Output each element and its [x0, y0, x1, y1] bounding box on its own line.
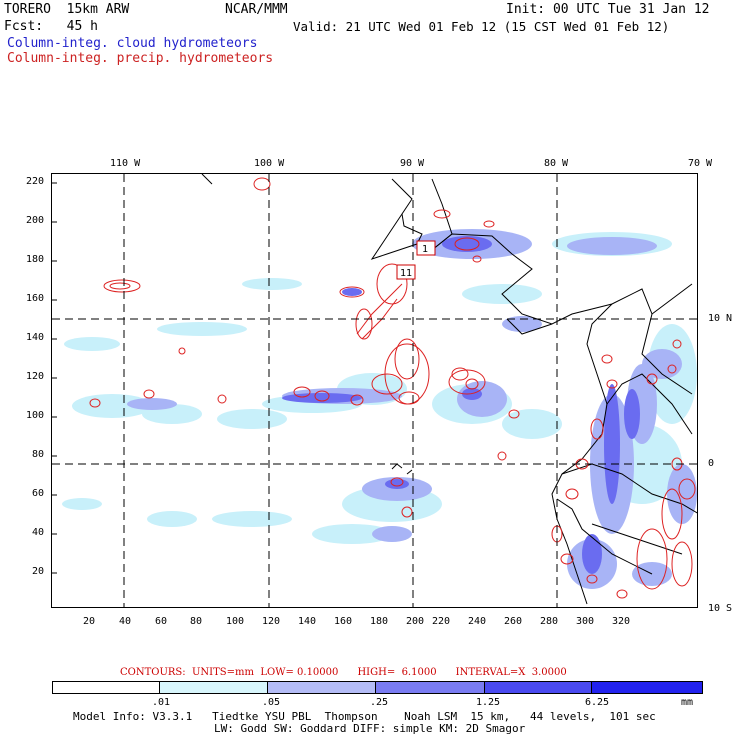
graticule — [52, 174, 697, 607]
y-tick: 160 — [26, 293, 45, 304]
org-label: NCAR/MMM — [225, 2, 288, 17]
legend-unit: mm — [681, 697, 694, 708]
x-tick: 280 — [540, 616, 559, 627]
forecast-hour: Fcst: 45 h — [4, 19, 98, 34]
x-tick: 140 — [298, 616, 317, 627]
frame-ticks — [52, 182, 57, 574]
station-box-11: 11 — [396, 264, 416, 280]
y-tick: 120 — [26, 371, 45, 382]
y-tick: 140 — [26, 332, 45, 343]
legend-swatch — [53, 682, 160, 693]
x-tick: 200 — [406, 616, 425, 627]
lon-label-110w: 110 W — [110, 158, 141, 169]
legend-label: 1.25 — [476, 697, 501, 708]
y-tick: 80 — [32, 449, 45, 460]
x-tick: 80 — [190, 616, 203, 627]
station-box-1: 1 — [416, 240, 436, 256]
valid-time: Valid: 21 UTC Wed 01 Feb 12 (15 CST Wed … — [293, 19, 670, 34]
lon-label-100w: 100 W — [254, 158, 285, 169]
contours-info: CONTOURS: UNITS=mm LOW= 0.10000 HIGH= 6.… — [120, 667, 567, 678]
lat-label-0: 0 — [708, 458, 715, 469]
x-tick: 320 — [612, 616, 631, 627]
x-tick: 160 — [334, 616, 353, 627]
x-tick: 40 — [119, 616, 132, 627]
legend-label: .01 — [152, 697, 171, 708]
color-legend — [52, 681, 703, 694]
precip-hydrometeor-label: Column-integ. precip. hydrometeors — [7, 51, 274, 66]
y-tick: 40 — [32, 527, 45, 538]
precip-contours — [89, 177, 696, 599]
cloud-mid-areas — [127, 229, 697, 589]
y-tick: 220 — [26, 176, 45, 187]
legend-label: .05 — [262, 697, 281, 708]
station-label: 11 — [400, 268, 412, 279]
x-tick: 20 — [83, 616, 96, 627]
lat-label-10s: 10 S — [708, 603, 733, 614]
x-tick: 120 — [262, 616, 281, 627]
lon-label-70w: 70 W — [688, 158, 713, 169]
legend-label: .25 — [370, 697, 389, 708]
forecast-map: 1 11 — [51, 173, 698, 608]
station-label: 1 — [422, 244, 428, 255]
lat-label-10n: 10 N — [708, 313, 733, 324]
legend-swatch — [159, 682, 269, 693]
map-canvas: 1 11 — [52, 174, 697, 607]
y-tick: 200 — [26, 215, 45, 226]
x-tick: 100 — [226, 616, 245, 627]
legend-swatch — [484, 682, 593, 693]
x-tick: 60 — [155, 616, 168, 627]
legend-swatch — [376, 682, 485, 693]
y-tick: 20 — [32, 566, 45, 577]
cloud-hydrometeor-label: Column-integ. cloud hydrometeors — [7, 36, 258, 51]
y-tick: 180 — [26, 254, 45, 265]
y-tick: 60 — [32, 488, 45, 499]
x-tick: 300 — [576, 616, 595, 627]
init-time: Init: 00 UTC Tue 31 Jan 12 — [506, 2, 710, 17]
cloud-dark-areas — [282, 236, 640, 574]
model-info-line2: LW: Godd SW: Goddard DIFF: simple KM: 2D… — [214, 722, 526, 735]
model-info-line1: Model Info: V3.3.1 Tiedtke YSU PBL Thomp… — [73, 710, 656, 723]
legend-label: 6.25 — [585, 697, 610, 708]
y-tick: 100 — [26, 410, 45, 421]
legend-swatch — [592, 682, 703, 693]
x-tick: 180 — [370, 616, 389, 627]
lon-label-90w: 90 W — [400, 158, 425, 169]
legend-swatch — [268, 682, 377, 693]
lon-label-80w: 80 W — [544, 158, 569, 169]
x-tick: 240 — [468, 616, 487, 627]
x-tick: 220 — [432, 616, 451, 627]
model-title: TORERO 15km ARW — [4, 2, 130, 17]
x-tick: 260 — [504, 616, 523, 627]
